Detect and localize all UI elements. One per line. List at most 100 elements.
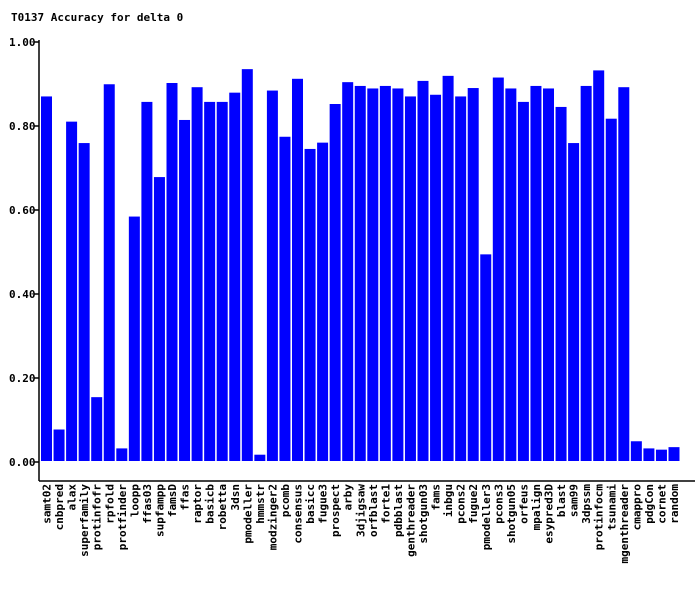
x-tick-label-modzinger2: modzinger2 (266, 484, 279, 550)
bar-3dpssm (580, 85, 592, 461)
bar-protinfofr (91, 397, 103, 461)
bar-basicc (304, 148, 316, 461)
x-tick-label-blast: blast (555, 484, 568, 517)
bar-modzinger2 (266, 90, 278, 461)
bar-alax (66, 121, 78, 461)
x-tick-label-prospect: prospect (329, 484, 342, 537)
x-tick-label-famsD: famsD (166, 484, 179, 517)
bar-prospect (329, 104, 341, 461)
x-tick-label-ffas03: ffas03 (141, 484, 154, 524)
bar-protfinder (116, 448, 128, 461)
bar-arby (342, 82, 354, 461)
x-tick-label-forte1: forte1 (379, 484, 392, 524)
bar-superfamily (78, 143, 90, 461)
x-tick-label-3djigsaw: 3djigsaw (354, 484, 367, 537)
y-tick-label: 0.80 (9, 120, 36, 133)
x-tick-label-pdbblast: pdbblast (392, 484, 405, 537)
x-tick-label-samt02: samt02 (41, 484, 54, 524)
bar-random (668, 447, 680, 461)
x-tick-label-3dpssm: 3dpssm (580, 484, 593, 524)
x-tick-label-esypred3D: esypred3D (543, 484, 556, 544)
bar-famsD (166, 83, 178, 461)
x-tick-label-mpalign: mpalign (530, 484, 543, 530)
y-tick-label: 0.60 (9, 204, 36, 217)
bar-fams (430, 94, 442, 461)
bar-shotgun05 (505, 88, 517, 462)
x-tick-label-pmodeller: pmodeller (241, 484, 254, 544)
y-axis: 0.00 0.20 0.40 0.60 0.80 1.00 (9, 36, 39, 469)
bar-raptor (191, 87, 203, 461)
bar-protinfocm (593, 70, 605, 462)
bar-pcomb (279, 136, 291, 461)
bar-cnbpred (53, 429, 65, 461)
x-tick-label-shotgun05: shotgun05 (505, 484, 518, 544)
x-tick-label-protinfofr: protinfofr (91, 484, 104, 551)
y-tick-label: 0.40 (9, 288, 36, 301)
x-tick-label-cnbpred: cnbpred (53, 484, 66, 530)
x-tick-label-robetta: robetta (216, 484, 229, 530)
x-tick-label-fugue3: fugue3 (317, 484, 330, 524)
x-tick-label-basicc: basicc (304, 484, 317, 524)
x-tick-label-raptor: raptor (191, 484, 204, 524)
bar-loopp (128, 216, 140, 461)
bar-forte1 (379, 85, 391, 461)
bar-fugue3 (317, 142, 329, 461)
x-tick-label-hmmstr: hmmstr (254, 484, 267, 524)
bar-pdbblast (392, 88, 404, 462)
bar-inbgu (442, 75, 454, 462)
bars-group (41, 69, 680, 462)
x-tick-label-pcomb: pcomb (279, 484, 292, 517)
x-tick-label-orfblast: orfblast (367, 484, 380, 537)
bar-pmodeller (241, 69, 253, 461)
bar-ffas03 (141, 101, 153, 462)
bar-genthreader (404, 96, 416, 461)
bar-cornet (655, 449, 667, 461)
x-tick-label-supfampp: supfampp (153, 484, 166, 537)
y-tick-label: 0.00 (9, 456, 36, 469)
bar-pdgCon (643, 448, 655, 461)
x-tick-label-3dsn: 3dsn (229, 484, 242, 511)
bar-consensus (292, 78, 303, 462)
x-tick-label-superfamily: superfamily (78, 484, 91, 557)
bar-cmappro (630, 441, 642, 461)
bar-pmodeller3 (480, 254, 492, 461)
bar-samt02 (41, 96, 52, 461)
x-tick-label-protinfocm: protinfocm (593, 484, 606, 551)
bar-mgenthreader (618, 87, 630, 461)
x-tick-label-loopp: loopp (128, 484, 141, 517)
x-tick-label-pmodeller3: pmodeller3 (480, 484, 493, 550)
bar-pcons3 (492, 77, 504, 461)
x-tick-label-inbgu: inbgu (442, 484, 455, 517)
bar-3djigsaw (354, 85, 366, 461)
bar-orfblast (367, 88, 379, 462)
x-tick-label-alax: alax (66, 484, 79, 511)
x-tick-label-pdgCon: pdgCon (643, 484, 656, 524)
x-tick-label-cornet: cornet (655, 484, 668, 524)
x-tick-label-rpfold: rpfold (103, 484, 116, 524)
bar-basicb (204, 101, 216, 462)
x-tick-labels: samt02 cnbpred alax superfamily protinfofr rp… (41, 484, 682, 564)
x-tick-label-pcons3: pcons3 (492, 484, 505, 524)
bar-blast (555, 106, 567, 461)
bar-orfeus (517, 101, 529, 462)
x-tick-label-basicb: basicb (204, 484, 217, 524)
x-tick-label-genthreader: genthreader (404, 484, 417, 557)
bar-pcons2 (455, 96, 467, 461)
x-tick-label-mgenthreader: mgenthreader (618, 484, 631, 564)
x-tick-label-consensus: consensus (292, 484, 305, 544)
bar-robetta (216, 101, 228, 462)
bar-ffas (179, 119, 191, 462)
bar-sam99 (568, 143, 580, 461)
x-tick-label-orfeus: orfeus (517, 484, 530, 524)
x-tick-label-fugue2: fugue2 (467, 484, 480, 524)
bar-hmmstr (254, 454, 266, 461)
bar-tsunami (605, 118, 617, 461)
x-tick-label-ffas: ffas (179, 484, 192, 511)
bar-3dsn (229, 92, 241, 461)
bar-mpalign (530, 85, 542, 461)
x-tick-label-shotgun03: shotgun03 (417, 484, 430, 544)
x-tick-label-cmappro: cmappro (630, 484, 643, 531)
x-tick-label-random: random (668, 484, 681, 524)
x-tick-label-tsunami: tsunami (605, 484, 618, 531)
